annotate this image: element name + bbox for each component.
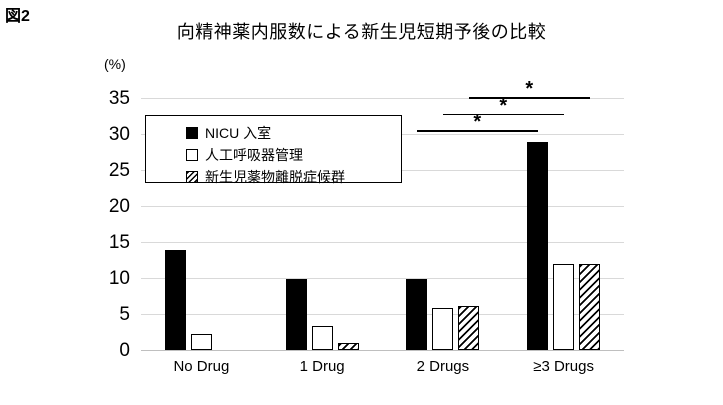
legend-item-1: NICU 入室 xyxy=(186,122,401,144)
bar-series1-2-drugs xyxy=(406,279,428,350)
x-axis-label-3-drugs: ≥3 Drugs xyxy=(533,358,594,375)
legend-swatch-hatched-icon xyxy=(186,171,198,183)
chart-title: 向精神薬内服数による新生児短期予後の比較 xyxy=(176,22,547,42)
bar-series2-2-drugs xyxy=(432,307,454,350)
x-axis-label-1-drug: 1 Drug xyxy=(299,358,345,375)
y-axis-unit-label: (%) xyxy=(104,56,126,72)
legend-label-2: 人工呼吸器管理 xyxy=(205,147,303,163)
y-tick-label-10: 10 xyxy=(108,267,130,289)
y-tick-label-0: 0 xyxy=(119,339,130,361)
bar-series3-3-drugs xyxy=(579,264,601,350)
legend: NICU 入室人工呼吸器管理新生児薬物離脱症候群 xyxy=(145,115,402,185)
gridline-5 xyxy=(141,313,624,315)
bar-series2-1-drug xyxy=(311,326,333,350)
gridline-15 xyxy=(141,241,624,243)
legend-swatch-solid-black-icon xyxy=(186,127,198,139)
gridline-35 xyxy=(141,97,624,99)
legend-item-2: 人工呼吸器管理 xyxy=(186,144,401,166)
y-tick-label-25: 25 xyxy=(108,159,130,181)
significance-asterisk-series3: * xyxy=(525,78,534,100)
y-tick-label-20: 20 xyxy=(108,195,130,217)
figure-label: 図2 xyxy=(5,8,30,25)
bar-series1-no-drug xyxy=(164,249,186,350)
gridline-10 xyxy=(141,277,624,279)
y-tick-label-35: 35 xyxy=(108,87,130,109)
significance-line-series2 xyxy=(442,113,564,115)
bar-series3-1-drug xyxy=(337,342,359,350)
legend-label-1: NICU 入室 xyxy=(205,125,272,141)
y-tick-label-5: 5 xyxy=(119,303,130,325)
significance-line-series1 xyxy=(416,130,538,132)
y-tick-label-30: 30 xyxy=(108,123,130,145)
bar-series2-3-drugs xyxy=(553,264,575,350)
bar-series2-no-drug xyxy=(190,334,212,350)
bar-series1-1-drug xyxy=(285,279,307,350)
gridline-20 xyxy=(141,205,624,207)
significance-line-series3 xyxy=(468,97,590,99)
legend-label-3: 新生児薬物離脱症候群 xyxy=(205,169,345,185)
legend-item-3: 新生児薬物離脱症候群 xyxy=(186,166,401,188)
x-axis-label-no-drug: No Drug xyxy=(173,358,230,375)
y-tick-label-15: 15 xyxy=(108,231,130,253)
significance-asterisk-series2: * xyxy=(499,94,508,117)
bar-series3-2-drugs xyxy=(458,306,480,350)
legend-swatch-white-icon xyxy=(186,149,198,161)
x-axis-label-2-drugs: 2 Drugs xyxy=(416,358,470,375)
significance-asterisk-series1: * xyxy=(473,111,482,133)
gridline-0 xyxy=(141,349,624,351)
bar-series1-3-drugs xyxy=(527,141,549,350)
